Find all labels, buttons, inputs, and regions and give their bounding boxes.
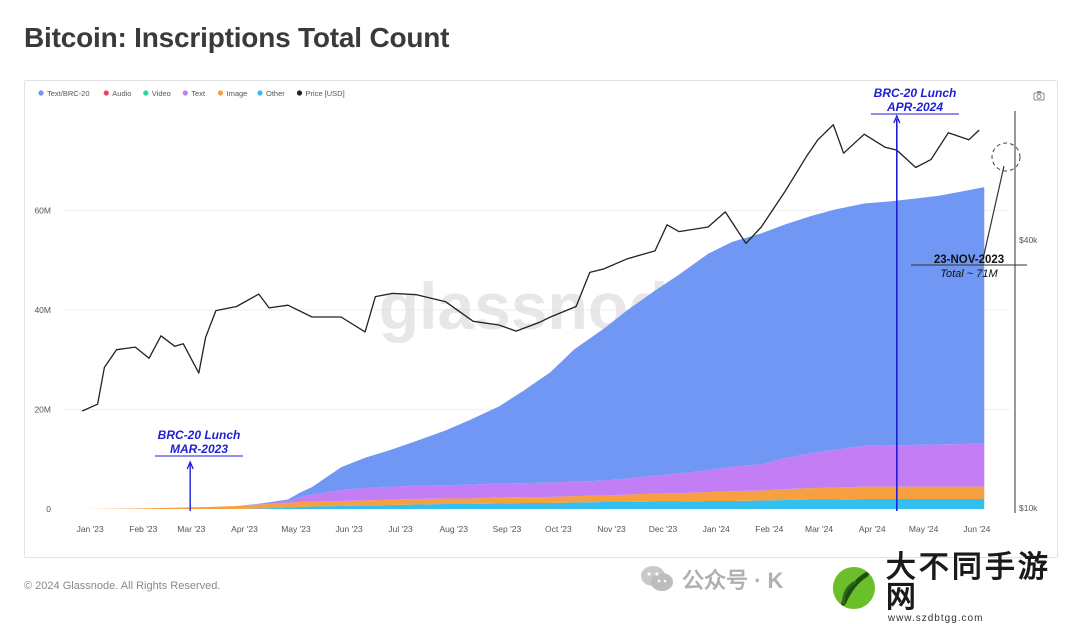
x-tick-label: Sep '23 — [493, 524, 522, 534]
x-tick-label: Apr '23 — [231, 524, 258, 534]
y-tick-label: 40M — [34, 305, 51, 315]
x-tick-label: Mar '24 — [805, 524, 833, 534]
x-tick-label: Jan '24 — [703, 524, 730, 534]
chart-areas — [82, 187, 985, 509]
x-tick-label: Aug '23 — [439, 524, 468, 534]
x-tick-label: Mar '23 — [177, 524, 205, 534]
price-line — [81, 124, 980, 412]
legend-dot — [217, 90, 224, 96]
area-text — [82, 443, 985, 509]
legend-dot — [38, 90, 44, 96]
legend-label: Audio — [112, 89, 131, 98]
wechat-watermark: 公众号 · K — [640, 560, 783, 598]
x-tick-label: Oct '23 — [545, 524, 572, 534]
price-tick-label: $40k — [1019, 235, 1038, 245]
legend-dot — [143, 90, 149, 96]
chart-svg: Text/BRC-20 Audio Video Text Image Other Price… — [34, 86, 1045, 534]
x-tick-label: Jun '23 — [336, 524, 363, 534]
legend-dot — [257, 90, 263, 96]
wechat-text: 公众号 · K — [682, 568, 784, 593]
x-tick-label: Nov '23 — [597, 524, 626, 534]
legend-dot — [182, 90, 188, 96]
x-tick-label: May '24 — [909, 524, 939, 534]
legend-dot — [103, 90, 109, 96]
legend-dot — [296, 90, 303, 96]
legend-label: Other — [266, 89, 285, 98]
leaf-logo-icon — [832, 566, 875, 610]
chart-legend: Text/BRC-20 Audio Video Text Image Other Price… — [38, 89, 345, 98]
apr-2024-date: APR-2024 — [886, 100, 943, 114]
x-tick-label: Feb '23 — [129, 524, 157, 534]
page-title: Bitcoin: Inscriptions Total Count — [24, 22, 450, 53]
site-logo: 大不同手游网 www.szdbtgg.com — [830, 552, 1075, 624]
wechat-icon — [641, 566, 673, 591]
legend-label: Video — [152, 89, 171, 98]
x-tick-label: Jun '24 — [963, 524, 990, 534]
total-callout-circle — [991, 142, 1021, 172]
area-image — [82, 486, 985, 509]
y-tick-label: 0 — [46, 504, 51, 514]
nov-2023-label: 23-NOV-2023 — [934, 254, 1004, 266]
legend-label: Price [USD] — [306, 89, 345, 98]
mar-2023-date: MAR-2023 — [170, 442, 228, 456]
x-tick-label: May '23 — [281, 524, 311, 534]
chart-panel: Text/BRC-20 Audio Video Text Image Other Price… — [24, 80, 1058, 558]
legend-label: Text/BRC-20 — [47, 89, 90, 98]
y-tick-label: 20M — [34, 405, 51, 415]
apr-2024-title: BRC-20 Lunch — [874, 86, 957, 100]
site-logo-url: www.szdbtgg.com — [887, 612, 984, 624]
chart-axes: Jan '23 Feb '23 Mar '23 Apr '23 May '23 Jun '… — [77, 111, 1038, 534]
camera-icon[interactable] — [1033, 91, 1045, 101]
legend-label: Text — [191, 89, 206, 98]
area-other — [82, 499, 985, 509]
x-tick-label: Apr '24 — [859, 524, 886, 534]
mar-2023-title: BRC-20 Lunch — [158, 428, 241, 442]
price-series — [81, 124, 980, 412]
x-tick-label: Feb '24 — [755, 524, 783, 534]
site-logo-text: 大不同手游网 — [885, 550, 1051, 614]
apr-2024-arrowhead — [893, 114, 901, 124]
y-tick-label: 60M — [34, 206, 51, 216]
total-callout-pointer — [982, 165, 1005, 260]
x-tick-label: Jul '23 — [388, 524, 413, 534]
copyright-footer: © 2024 Glassnode. All Rights Reserved. — [24, 580, 221, 592]
mar-2023-arrowhead — [186, 460, 194, 470]
total-label: Total ~ 71M — [940, 268, 998, 280]
x-tick-label: Jan '23 — [77, 524, 104, 534]
area-text_brc20 — [82, 187, 985, 509]
price-tick-label: $10k — [1019, 503, 1038, 513]
legend-label: Image — [227, 89, 248, 98]
x-tick-label: Dec '23 — [649, 524, 678, 534]
